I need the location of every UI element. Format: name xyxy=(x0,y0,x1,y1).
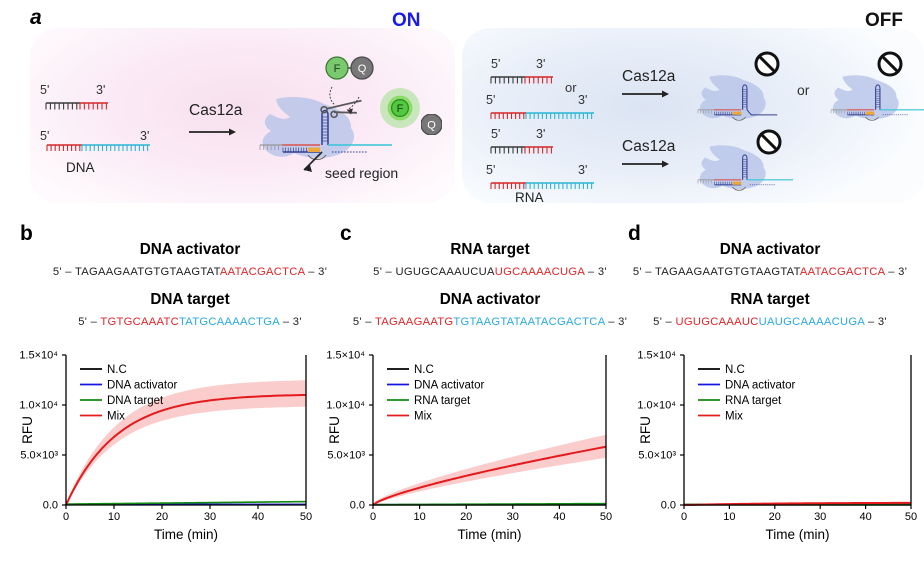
svg-text:5': 5' xyxy=(491,57,500,71)
svg-text:5': 5' xyxy=(486,163,495,177)
svg-text:40: 40 xyxy=(553,511,565,523)
svg-text:DNA target: DNA target xyxy=(107,395,164,407)
svg-text:0: 0 xyxy=(370,511,376,523)
svg-text:3': 3' xyxy=(578,93,587,107)
svg-text:1.5×10⁴: 1.5×10⁴ xyxy=(326,350,365,362)
svg-text:DNA activator: DNA activator xyxy=(107,380,177,392)
svg-text:DNA activator: DNA activator xyxy=(725,380,795,392)
svg-text:30: 30 xyxy=(507,511,519,523)
svg-text:3': 3' xyxy=(578,163,587,177)
svg-text:20: 20 xyxy=(156,511,168,523)
svg-text:RNA: RNA xyxy=(515,190,544,205)
svg-text:Cas12a: Cas12a xyxy=(622,68,676,85)
svg-text:0: 0 xyxy=(63,511,69,523)
svg-text:1.0×10⁴: 1.0×10⁴ xyxy=(326,400,365,412)
svg-text:5.0×10³: 5.0×10³ xyxy=(638,450,676,462)
svg-text:40: 40 xyxy=(859,511,871,523)
svg-text:50: 50 xyxy=(300,511,312,523)
svg-text:RNA target: RNA target xyxy=(725,395,782,407)
svg-text:Time (min): Time (min) xyxy=(766,527,830,542)
svg-text:N.C: N.C xyxy=(725,364,745,376)
svg-text:3': 3' xyxy=(536,127,545,141)
svg-text:RFU: RFU xyxy=(20,416,35,444)
svg-text:1.0×10⁴: 1.0×10⁴ xyxy=(19,400,58,412)
svg-text:Mix: Mix xyxy=(107,411,125,423)
svg-text:Time (min): Time (min) xyxy=(458,527,522,542)
svg-text:RFU: RFU xyxy=(638,416,653,444)
svg-text:40: 40 xyxy=(252,511,264,523)
svg-text:3': 3' xyxy=(536,57,545,71)
svg-text:N.C: N.C xyxy=(107,364,127,376)
svg-text:30: 30 xyxy=(204,511,216,523)
svg-text:Mix: Mix xyxy=(414,411,432,423)
svg-text:10: 10 xyxy=(723,511,735,523)
svg-text:5': 5' xyxy=(486,93,495,107)
svg-text:0: 0 xyxy=(681,511,687,523)
svg-text:RFU: RFU xyxy=(327,416,342,444)
svg-text:RNA target: RNA target xyxy=(414,395,471,407)
svg-text:1.5×10⁴: 1.5×10⁴ xyxy=(637,350,676,362)
svg-text:0.0: 0.0 xyxy=(661,500,676,512)
svg-text:0.0: 0.0 xyxy=(43,500,58,512)
svg-text:DNA activator: DNA activator xyxy=(414,380,484,392)
svg-text:50: 50 xyxy=(600,511,612,523)
svg-text:5.0×10³: 5.0×10³ xyxy=(20,450,58,462)
svg-text:20: 20 xyxy=(769,511,781,523)
svg-text:Time (min): Time (min) xyxy=(154,527,218,542)
svg-text:0.0: 0.0 xyxy=(350,500,365,512)
svg-text:or: or xyxy=(565,80,577,95)
svg-text:Cas12a: Cas12a xyxy=(622,138,676,155)
svg-text:Mix: Mix xyxy=(725,411,743,423)
svg-text:1.0×10⁴: 1.0×10⁴ xyxy=(637,400,676,412)
svg-text:50: 50 xyxy=(905,511,917,523)
svg-text:5.0×10³: 5.0×10³ xyxy=(327,450,365,462)
svg-text:10: 10 xyxy=(413,511,425,523)
svg-text:30: 30 xyxy=(814,511,826,523)
svg-text:20: 20 xyxy=(460,511,472,523)
svg-text:5': 5' xyxy=(491,127,500,141)
svg-text:10: 10 xyxy=(108,511,120,523)
svg-text:N.C: N.C xyxy=(414,364,434,376)
svg-text:1.5×10⁴: 1.5×10⁴ xyxy=(19,350,58,362)
